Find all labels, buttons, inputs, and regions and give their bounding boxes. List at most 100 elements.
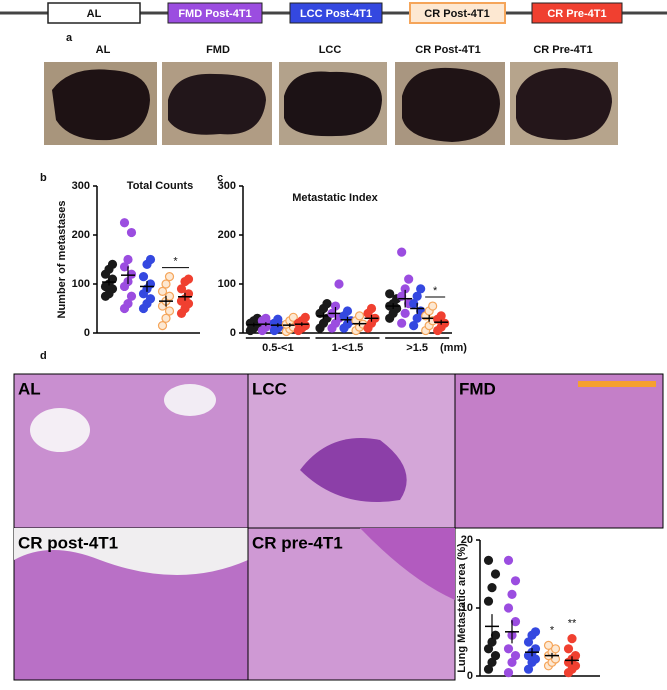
data-point [428, 301, 438, 311]
liver [402, 67, 500, 142]
data-point [503, 644, 514, 654]
legend-label: CR Pre-4T1 [547, 8, 606, 20]
data-point [107, 259, 118, 269]
photo-label: CR Pre-4T1 [533, 44, 592, 56]
data-point [563, 644, 574, 654]
data-point [119, 218, 130, 228]
tissue-region [360, 528, 455, 600]
data-point [161, 279, 171, 289]
chart-title: Total Counts [127, 180, 193, 192]
data-point [354, 311, 365, 321]
data-point [510, 650, 521, 661]
data-point [490, 650, 501, 661]
histology-image [454, 373, 664, 529]
y-axis-label: Lung Metastatic area (%) [456, 543, 468, 673]
histology-label: CR pre-4T1 [252, 533, 343, 552]
data-point [412, 291, 422, 301]
liver [284, 71, 382, 137]
data-point [503, 555, 514, 566]
tissue-region [300, 438, 407, 502]
legend-label: FMD Post-4T1 [178, 8, 251, 20]
data-point [126, 269, 137, 279]
data-point [487, 582, 497, 593]
data-point [409, 321, 419, 331]
liver [516, 68, 612, 140]
photo-row [44, 62, 618, 145]
y-tick-label: 300 [72, 180, 90, 192]
significance-label: * [550, 624, 555, 636]
histology-label: CR post-4T1 [18, 533, 118, 552]
data-point [334, 279, 344, 289]
data-point [503, 667, 514, 678]
legend-box [289, 2, 383, 24]
data-point [300, 312, 310, 322]
data-point [119, 262, 130, 272]
data-point [503, 603, 514, 613]
photo-label: CR Post-4T1 [415, 44, 480, 56]
data-point [510, 616, 521, 627]
data-point [507, 589, 517, 600]
data-point [322, 299, 332, 309]
data-point [164, 291, 175, 301]
data-point [366, 303, 377, 314]
data-point [183, 274, 194, 284]
data-point [273, 314, 283, 324]
y-tick-label: 20 [461, 534, 473, 546]
histology-label: FMD [459, 379, 496, 398]
legend-label: LCC Post-4T1 [300, 8, 372, 20]
tissue-space [30, 408, 90, 452]
data-point [567, 633, 577, 644]
significance-label: * [173, 256, 178, 268]
y-tick-label: 10 [461, 602, 473, 614]
panel-letter: a [66, 32, 73, 44]
tissue-space [14, 528, 248, 575]
y-tick-label: 300 [218, 180, 236, 192]
y-tick-label: 0 [230, 327, 236, 339]
data-point [397, 247, 407, 257]
data-point [288, 312, 298, 322]
photo-label: LCC [319, 44, 342, 56]
data-point [490, 569, 501, 579]
data-point [530, 627, 541, 637]
data-point [138, 272, 149, 282]
data-point [126, 291, 137, 301]
data-point [176, 284, 187, 294]
legend-box [531, 2, 623, 24]
data-point [145, 294, 156, 304]
data-point [261, 313, 271, 323]
legend-box [167, 2, 263, 24]
photo-label: AL [96, 44, 111, 56]
data-point [483, 555, 494, 566]
data-point [416, 284, 426, 294]
data-point [164, 306, 175, 316]
data-point [404, 274, 414, 284]
data-point [157, 321, 168, 331]
data-point [400, 308, 410, 318]
significance-label: ** [568, 618, 577, 630]
legend-box [409, 2, 506, 24]
y-tick-label: 200 [218, 229, 236, 241]
data-point [161, 313, 171, 323]
y-tick-label: 0 [84, 327, 90, 339]
data-point [157, 286, 168, 296]
data-point [543, 640, 554, 651]
data-point [397, 318, 407, 328]
data-point [126, 227, 137, 238]
liver [168, 73, 266, 135]
histology-label: AL [18, 379, 41, 398]
panel-letter: d [40, 350, 47, 362]
panel-letter: c [217, 172, 223, 184]
x-tick-label: 1-<1.5 [332, 342, 364, 354]
data-point [412, 313, 422, 323]
tissue-space [164, 384, 216, 416]
legend-label: CR Post-4T1 [424, 8, 489, 20]
histology-grid [13, 373, 664, 681]
legend-box [47, 2, 141, 24]
data-point [123, 254, 133, 265]
data-point [483, 596, 494, 606]
data-point [164, 272, 175, 282]
x-unit: (mm) [440, 342, 467, 354]
histology-label: LCC [252, 379, 287, 398]
